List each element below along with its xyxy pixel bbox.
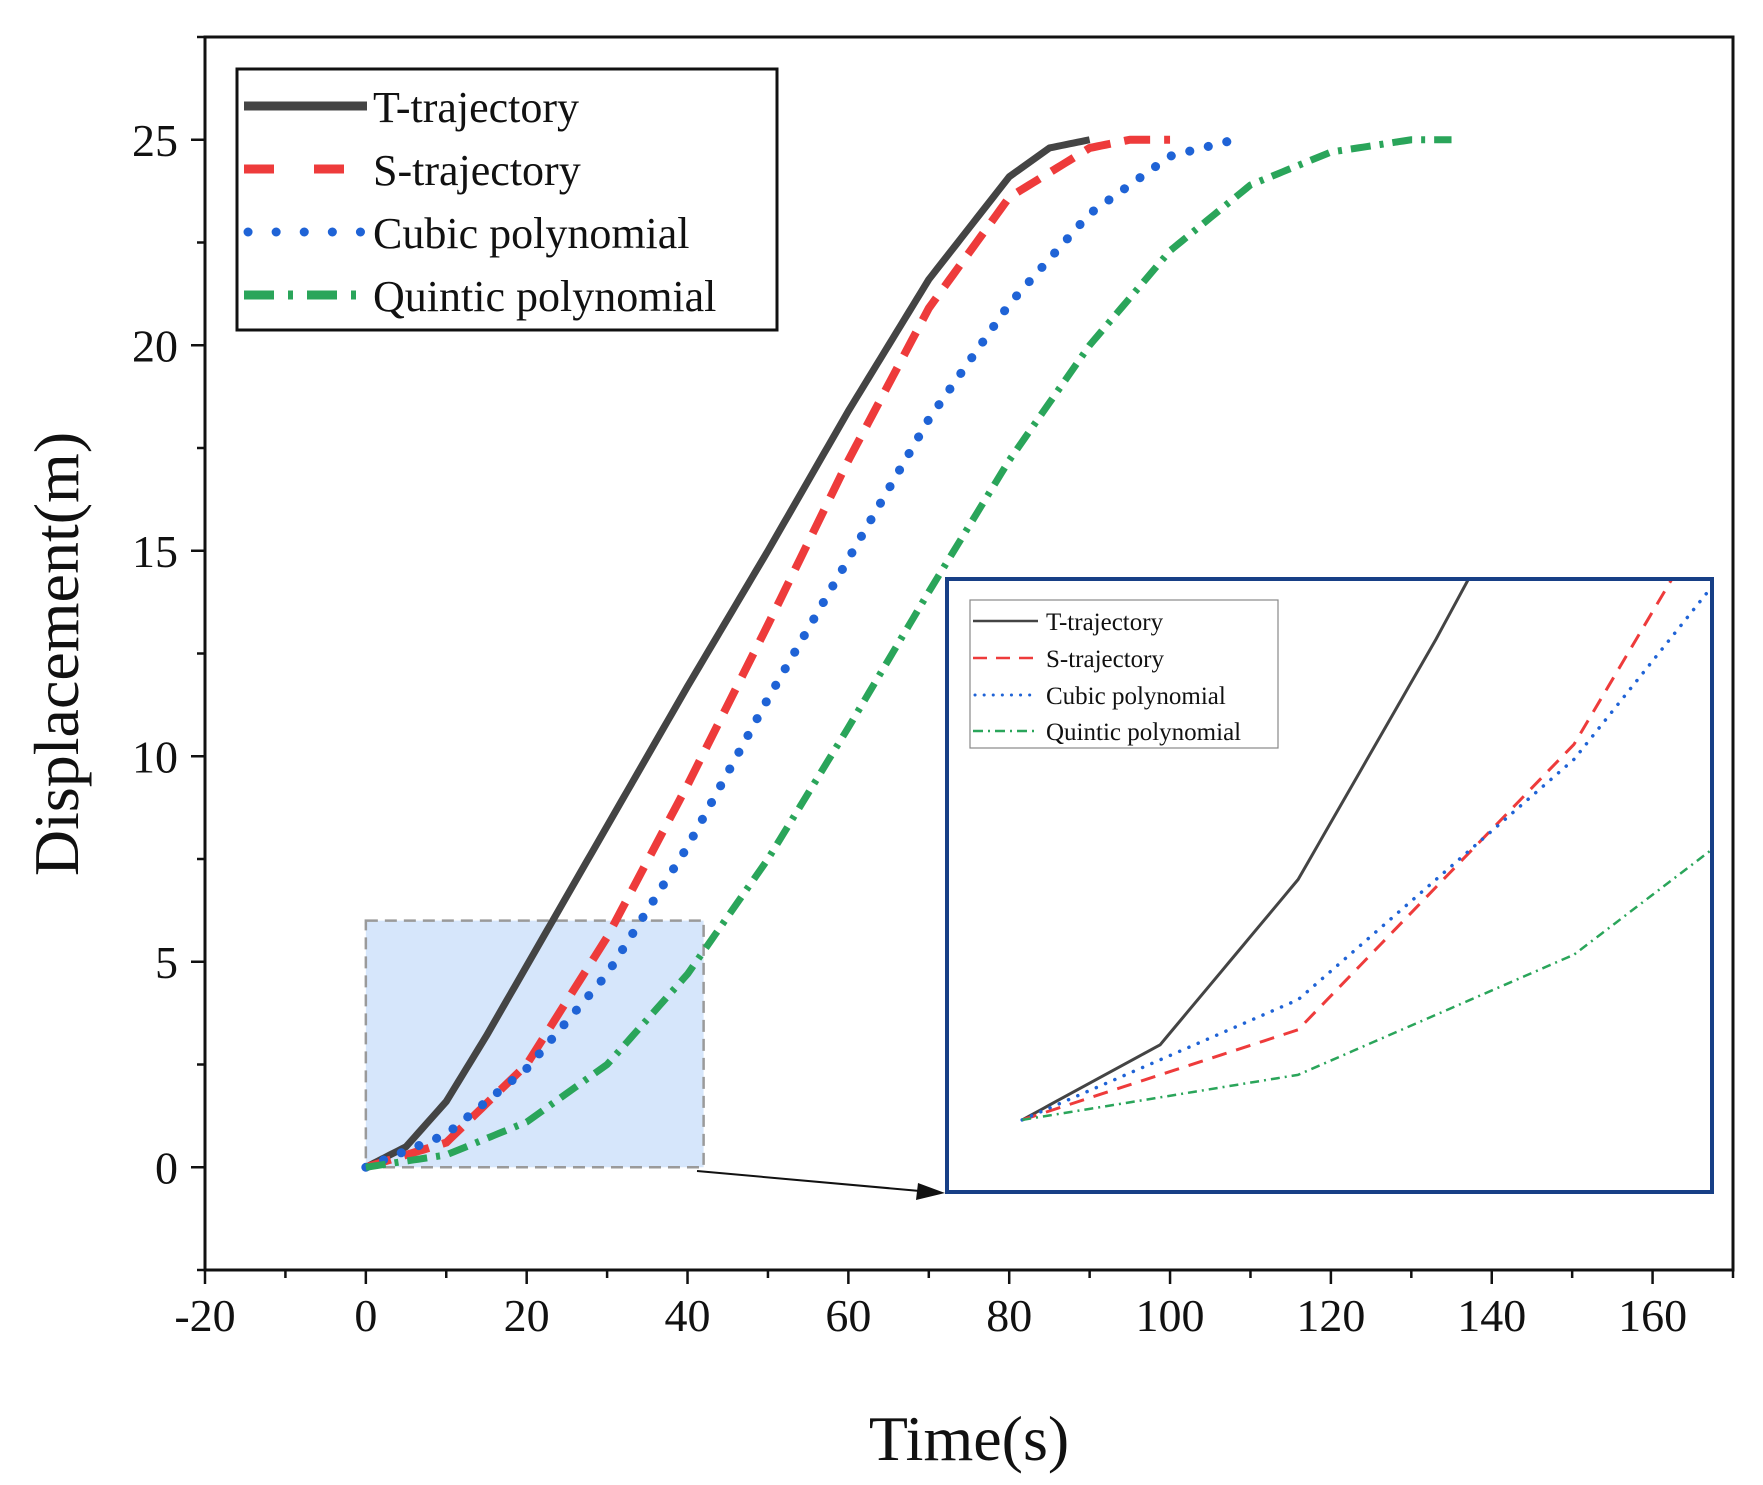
legend-item-t-trajectory: T-trajectory: [244, 83, 579, 132]
legend-label-quintic-polynomial: Quintic polynomial: [373, 272, 716, 321]
inset-legend-label-s-trajectory: S-trajectory: [1046, 646, 1165, 673]
x-tick-label: 0: [354, 1290, 377, 1341]
y-tick-label: 25: [132, 115, 178, 166]
y-tick-label: 10: [132, 731, 178, 782]
inset-legend-item-quintic-polynomial: Quintic polynomial: [973, 719, 1241, 746]
x-tick-label: 80: [986, 1290, 1032, 1341]
y-tick-label: 15: [132, 526, 178, 577]
series-line-quintic-polynomial: [365, 136, 1452, 1171]
ticks-layer: -20 0 20 40 60 80 100 120 140 160 0 5 10 15 20 25: [132, 35, 1735, 1341]
series-line-s-trajectory: [364, 135, 1171, 1172]
legend-label-cubic-polynomial: Cubic polynomial: [373, 209, 690, 258]
x-tick-label: 140: [1457, 1290, 1526, 1341]
inset-legend-label-quintic-polynomial: Quintic polynomial: [1046, 719, 1241, 746]
legend-label-t-trajectory: T-trajectory: [373, 83, 579, 132]
x-tick-label: 100: [1136, 1290, 1205, 1341]
inset-legend-label-cubic-polynomial: Cubic polynomial: [1046, 683, 1226, 710]
legend-item-cubic-polynomial: Cubic polynomial: [243, 209, 690, 258]
inset-series-line-cubic-polynomial: [1020, 583, 1712, 1122]
x-axis-title: Time(s): [869, 1403, 1069, 1474]
x-tick-label: 20: [504, 1290, 550, 1341]
x-tick-label: 40: [665, 1290, 711, 1341]
y-tick-label: 0: [155, 1142, 178, 1193]
series-layer: [361, 135, 1452, 1172]
y-tick-label: 5: [155, 937, 178, 988]
y-axis-title: Displacement(m): [21, 432, 92, 876]
legend-item-s-trajectory: S-trajectory: [244, 146, 581, 195]
x-tick-label: -20: [174, 1290, 235, 1341]
legend-box: [235, 67, 779, 332]
zoom-connector-arrowhead: [916, 1183, 945, 1200]
zoom-connector-line: [696, 1170, 921, 1192]
inset-frame: [945, 577, 1714, 1194]
inset-legend-item-t-trajectory: T-trajectory: [973, 609, 1164, 636]
inset-legend-item-s-trajectory: S-trajectory: [973, 646, 1165, 673]
series-line-t-trajectory: [364, 136, 1091, 1171]
legend-label-s-trajectory: S-trajectory: [373, 146, 581, 195]
inset-series-layer: [1020, 579, 1712, 1122]
x-tick-label: 60: [825, 1290, 871, 1341]
inset-legend-box: [969, 599, 1279, 749]
series-line-cubic-polynomial: [361, 135, 1239, 1172]
inset-series-line-s-trajectory: [1021, 579, 1674, 1122]
x-tick-label: 160: [1618, 1290, 1687, 1341]
inset-legend-label-t-trajectory: T-trajectory: [1046, 609, 1164, 636]
legend-item-quintic-polynomial: Quintic polynomial: [244, 272, 716, 321]
inset-legend-item-cubic-polynomial: Cubic polynomial: [973, 683, 1226, 710]
inset-series-line-t-trajectory: [1021, 579, 1471, 1122]
inset-series-line-quintic-polynomial: [1021, 847, 1712, 1122]
x-tick-label: 120: [1296, 1290, 1365, 1341]
y-tick-label: 20: [132, 320, 178, 371]
